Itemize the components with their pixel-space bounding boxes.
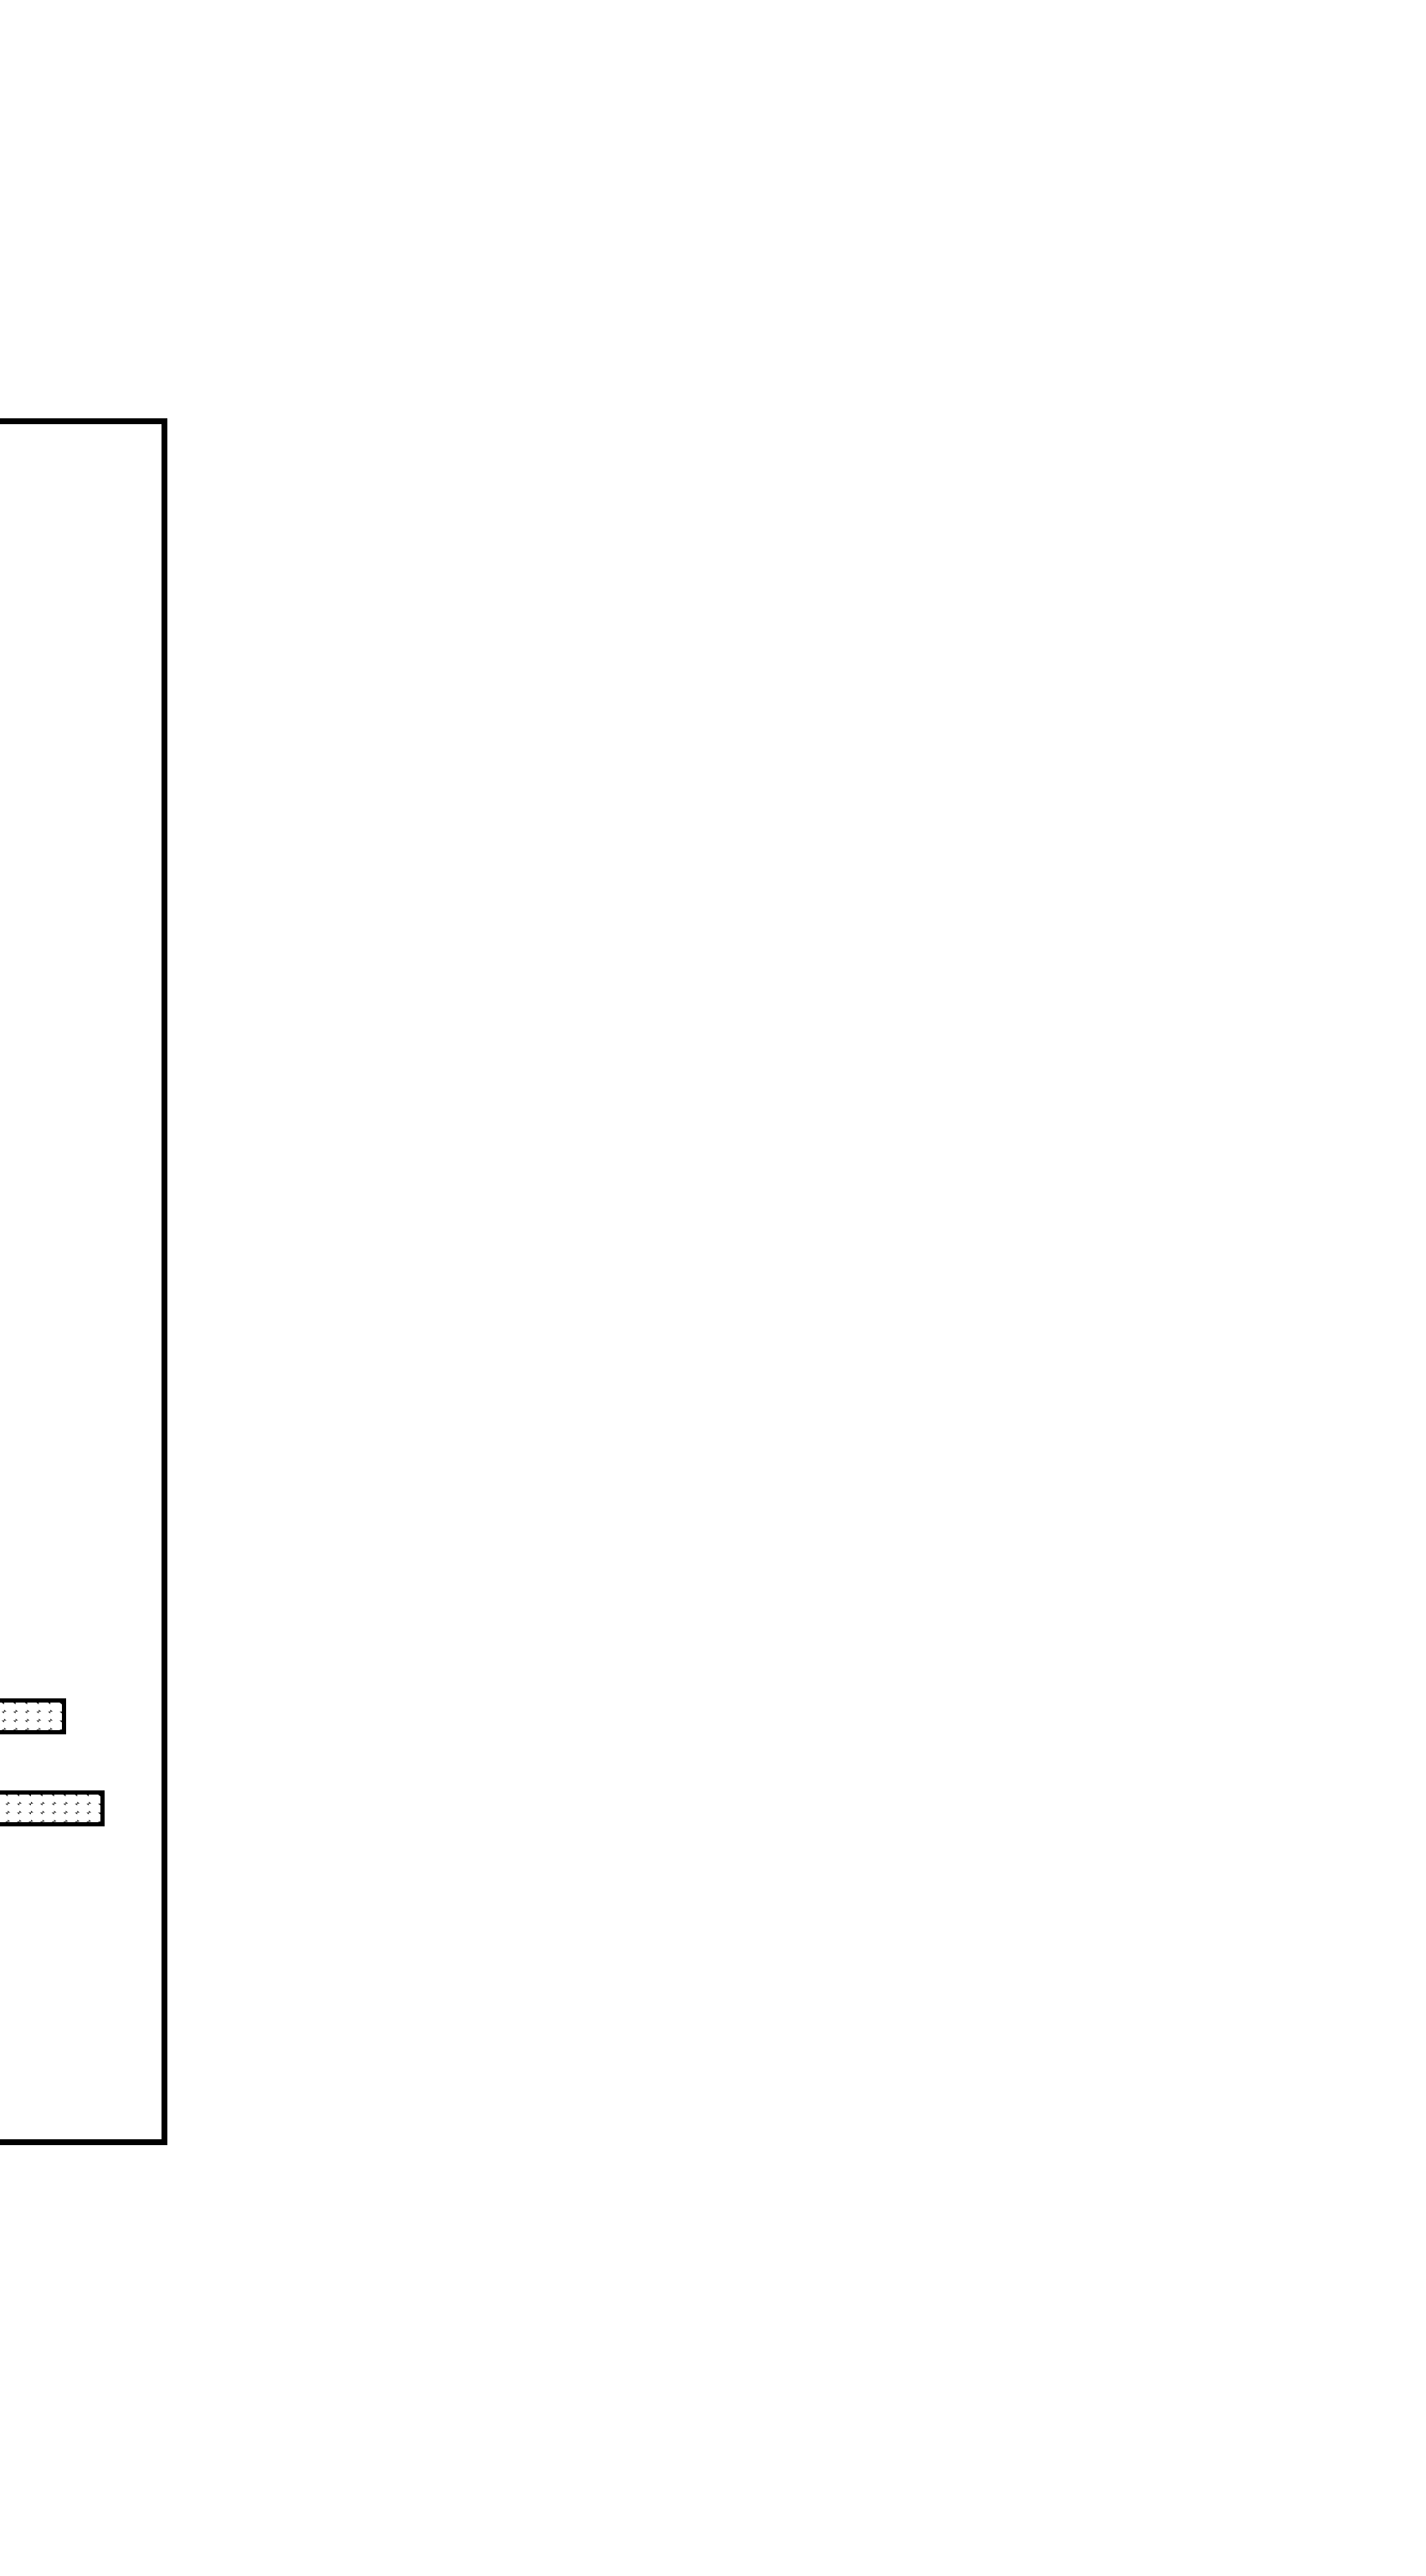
bar-series-2-hatched-700-749 [0, 1790, 105, 1826]
page: 1500 <5050-99100-149150-199200-249250-29… [0, 0, 1426, 2576]
figure-3: 1500 <5050-99100-149150-199200-249250-29… [0, 318, 167, 2284]
bars-area [0, 449, 162, 2114]
chart-plot-area: 1500 [0, 418, 167, 2145]
bar-series-2-hatched-650-699 [0, 1698, 66, 1734]
